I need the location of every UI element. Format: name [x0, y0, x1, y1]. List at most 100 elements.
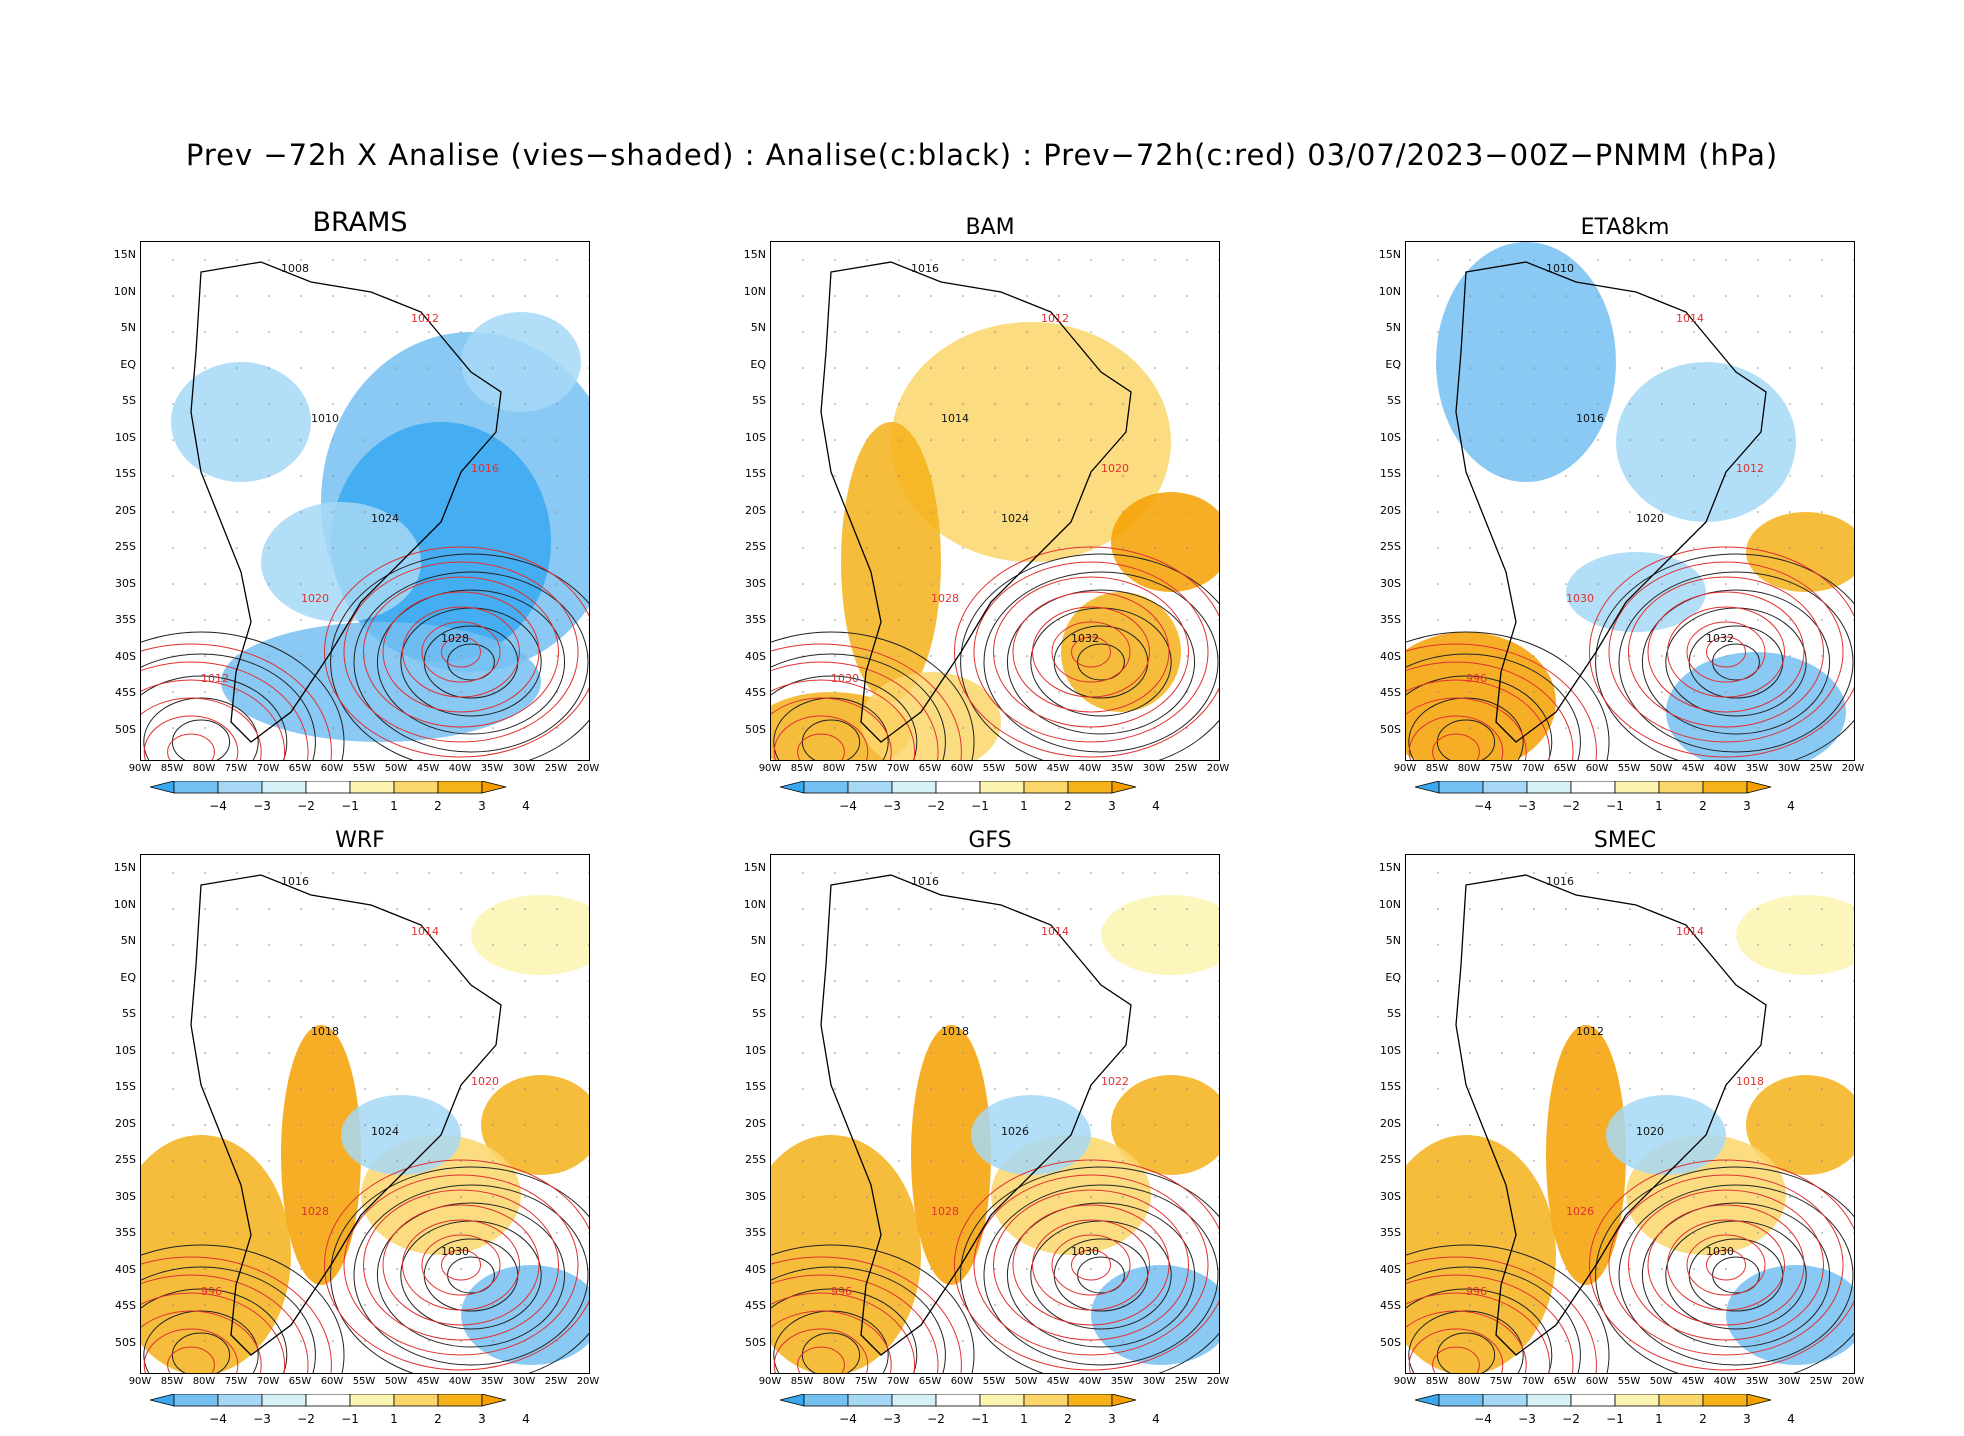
lon-label: 85W — [160, 1376, 184, 1387]
grid-dot — [1565, 1088, 1567, 1090]
grid-dot — [1154, 367, 1156, 369]
grid-dot — [898, 908, 900, 910]
grid-dot — [1437, 583, 1439, 585]
grid-dot — [1597, 1304, 1599, 1306]
colorbar-swatch — [979, 1394, 1025, 1407]
forecast-isobar — [141, 679, 286, 760]
analysis-isobar — [1406, 1288, 1553, 1373]
grid-dot — [1757, 872, 1759, 874]
grid-dot — [332, 331, 334, 333]
grid-dot — [1501, 1268, 1503, 1270]
grid-dot — [300, 403, 302, 405]
grid-dot — [1629, 1304, 1631, 1306]
analysis-isobar — [771, 1266, 946, 1373]
grid-dot — [1853, 1268, 1854, 1270]
colorbar-swatch — [1702, 781, 1748, 794]
grid-dot — [1821, 1160, 1823, 1162]
lat-label: 15S — [115, 1080, 136, 1093]
grid-dot — [300, 1052, 302, 1054]
grid-dot — [866, 944, 868, 946]
forecast-isobar — [1408, 715, 1504, 760]
grid-dot — [332, 1304, 334, 1306]
grid-dot — [1154, 295, 1156, 297]
grid-dot — [1501, 1088, 1503, 1090]
lon-label: 50W — [1649, 1376, 1673, 1387]
grid-dot — [1565, 1196, 1567, 1198]
grid-dot — [1186, 1232, 1188, 1234]
grid-dot — [556, 583, 558, 585]
grid-dot — [1853, 944, 1854, 946]
grid-dot — [236, 1160, 238, 1162]
grid-dot — [1026, 367, 1028, 369]
isobar-label: 1016 — [1576, 412, 1604, 425]
isobar-label: 1030 — [1566, 592, 1594, 605]
grid-dot — [930, 1160, 932, 1162]
grid-dot — [556, 908, 558, 910]
grid-dot — [1058, 403, 1060, 405]
grid-dot — [396, 295, 398, 297]
grid-dot — [332, 1340, 334, 1342]
grid-dot — [1437, 475, 1439, 477]
grid-dot — [1218, 691, 1219, 693]
grid-dot — [332, 1160, 334, 1162]
grid-dot — [396, 1124, 398, 1126]
analysis-isobar — [171, 719, 231, 760]
grid-dot — [396, 980, 398, 982]
bias-shading — [1746, 1075, 1854, 1175]
analysis-isobar — [1618, 571, 1854, 753]
colorbar-swatch — [173, 1394, 219, 1407]
grid-dot — [1757, 1160, 1759, 1162]
grid-dot — [1026, 1160, 1028, 1162]
grid-dot — [364, 1052, 366, 1054]
grid-dot — [332, 583, 334, 585]
lon-label: 90W — [758, 1376, 782, 1387]
grid-dot — [556, 872, 558, 874]
lat-label: 45S — [745, 686, 766, 699]
grid-dot — [1661, 872, 1663, 874]
lat-label: 10N — [113, 284, 136, 298]
grid-dot — [866, 403, 868, 405]
lon-label: 35W — [1110, 1376, 1134, 1387]
colorbar-swatch — [1526, 1394, 1572, 1407]
colorbar-label: 1 — [1020, 1412, 1028, 1426]
grid-dot — [524, 1088, 526, 1090]
lat-label: 15S — [115, 467, 136, 480]
colorbar-swatch — [150, 1394, 175, 1407]
forecast-isobar — [771, 661, 939, 760]
grid-dot — [1821, 295, 1823, 297]
colorbar-label: 4 — [1787, 799, 1795, 813]
isobar-label: 1016 — [911, 262, 939, 275]
analysis-isobar — [353, 571, 589, 753]
grid-dot — [1154, 439, 1156, 441]
colorbar-swatch — [935, 781, 981, 794]
grid-dot — [962, 583, 964, 585]
lat-label: 30S — [745, 1189, 766, 1203]
grid-dot — [962, 1232, 964, 1234]
grid-dot — [1853, 691, 1854, 693]
grid-dot — [332, 655, 334, 657]
grid-dot — [1437, 403, 1439, 405]
colorbar-label: −1 — [341, 799, 359, 813]
grid-dot — [1789, 1052, 1791, 1054]
grid-dot — [1026, 403, 1028, 405]
colorbar-swatch — [1526, 781, 1572, 794]
grid-dot — [1469, 1088, 1471, 1090]
lat-label: 15S — [1380, 467, 1401, 480]
grid-dot — [1693, 1268, 1695, 1270]
grid-dot — [236, 1196, 238, 1198]
grid-dot — [1186, 944, 1188, 946]
grid-dot — [204, 872, 206, 874]
grid-dot — [1437, 727, 1439, 729]
forecast-isobar — [1012, 1204, 1170, 1326]
grid-dot — [1597, 655, 1599, 657]
colorbar-swatch — [393, 1394, 439, 1407]
lon-label: 35W — [480, 1376, 504, 1387]
lat-label: 10S — [1380, 1043, 1401, 1057]
grid-dot — [1725, 475, 1727, 477]
lat-label: 45S — [1380, 686, 1401, 699]
grid-dot — [460, 1160, 462, 1162]
grid-dot — [834, 475, 836, 477]
grid-dot — [1533, 367, 1535, 369]
forecast-isobar — [382, 591, 540, 713]
colorbar-label: −3 — [883, 1412, 901, 1426]
